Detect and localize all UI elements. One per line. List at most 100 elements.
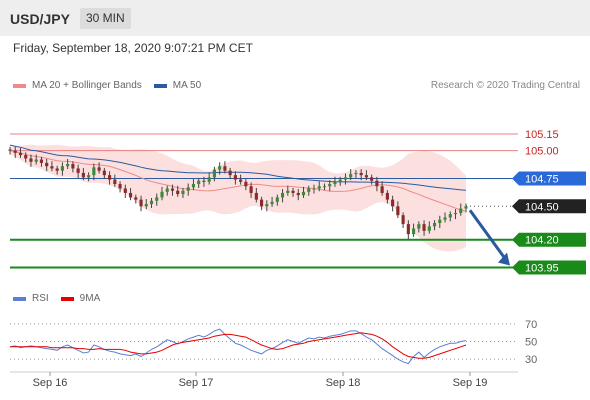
candle <box>160 186 164 201</box>
last-price-label: 104.50 <box>525 201 559 213</box>
candle <box>254 187 258 203</box>
candle-body <box>427 226 431 231</box>
candle-body <box>144 204 148 207</box>
candle <box>207 172 211 185</box>
candle <box>359 169 363 181</box>
candle-body <box>406 224 410 235</box>
candle-body <box>39 159 44 163</box>
candle-body <box>291 190 295 193</box>
candle-body <box>307 188 311 192</box>
level-label-3: 104.20 <box>525 235 559 247</box>
candle <box>24 152 28 163</box>
candle <box>453 209 458 220</box>
candle <box>443 212 447 223</box>
candle <box>165 185 169 196</box>
candle-body <box>401 215 405 225</box>
candle-body <box>139 199 143 207</box>
chart-panel <box>0 36 590 400</box>
candle <box>275 194 279 206</box>
candle-body <box>286 190 290 193</box>
candle-body <box>343 177 348 180</box>
candle-body <box>55 168 59 171</box>
candle <box>296 189 300 201</box>
candle-body <box>50 166 54 169</box>
candle-body <box>375 180 379 187</box>
candle <box>71 161 75 173</box>
candle-body <box>218 166 222 170</box>
candle <box>396 201 400 218</box>
candle-body <box>239 179 243 182</box>
candle <box>186 183 190 196</box>
candle-body <box>87 175 91 178</box>
ma50-legend-label: MA 50 <box>172 80 202 91</box>
ma9-legend-label: 9MA <box>79 293 101 304</box>
candle <box>176 185 180 197</box>
candle <box>50 161 54 172</box>
candle <box>343 173 348 185</box>
candle-body <box>359 172 363 176</box>
candle-body <box>165 188 169 192</box>
candle <box>212 166 216 182</box>
candle <box>139 195 143 212</box>
candle-body <box>160 191 164 198</box>
rsi-ma9-line <box>10 332 467 359</box>
ma50-swatch <box>153 83 167 88</box>
candle <box>113 174 117 187</box>
level-tag-2 <box>512 171 586 186</box>
candle <box>417 221 421 233</box>
candle <box>317 181 321 192</box>
timeframe-badge[interactable]: 30 MIN <box>80 8 131 29</box>
candle <box>464 203 468 213</box>
level-tag-4 <box>512 260 586 275</box>
candle <box>375 176 379 192</box>
candle <box>233 171 237 185</box>
top-bar: USD/JPY 30 MIN <box>0 0 590 36</box>
candle-body <box>338 179 342 182</box>
currency-pair: USD/JPY <box>10 11 70 27</box>
candle-body <box>118 184 122 189</box>
candle-body <box>312 188 316 190</box>
credit-label: Research © 2020 Trading Central <box>430 80 580 91</box>
candle-body <box>244 181 248 187</box>
candle <box>338 176 342 186</box>
candle <box>66 159 70 170</box>
candle-body <box>364 175 368 178</box>
candle <box>108 171 112 185</box>
candle-body <box>60 166 64 171</box>
candle-body <box>181 190 185 195</box>
candle-body <box>317 186 321 189</box>
candle-body <box>34 159 38 162</box>
candle <box>55 165 59 175</box>
candle <box>385 190 389 204</box>
candle-body <box>453 212 458 215</box>
candle <box>81 167 85 181</box>
level-tag-3 <box>512 232 586 247</box>
candle <box>260 196 264 211</box>
candle <box>244 179 248 191</box>
candle-body <box>432 223 437 227</box>
candle <box>118 181 122 193</box>
candle <box>13 146 17 158</box>
candle <box>286 185 290 196</box>
candle <box>333 176 337 187</box>
candle-body <box>155 197 159 201</box>
candle-body <box>18 152 23 156</box>
candle-body <box>228 170 232 176</box>
candle-body <box>149 200 154 205</box>
candle <box>406 220 410 240</box>
x-tick-label-3: Sep 19 <box>453 377 488 389</box>
candle-body <box>197 180 201 185</box>
level-label-0: 105.15 <box>525 129 559 141</box>
candle-body <box>202 180 206 182</box>
level-label-1: 105.00 <box>525 146 559 158</box>
datetime-label: Friday, September 18, 2020 9:07:21 PM CE… <box>13 41 253 55</box>
candle <box>223 161 227 174</box>
candle <box>170 184 175 196</box>
candle-body <box>391 199 395 207</box>
candle-body <box>128 192 133 198</box>
rsi-swatch <box>13 296 26 301</box>
last-price-tag <box>512 199 586 214</box>
candle-body <box>396 206 400 216</box>
x-tick-label-0: Sep 16 <box>33 377 68 389</box>
candle-body <box>223 166 227 171</box>
